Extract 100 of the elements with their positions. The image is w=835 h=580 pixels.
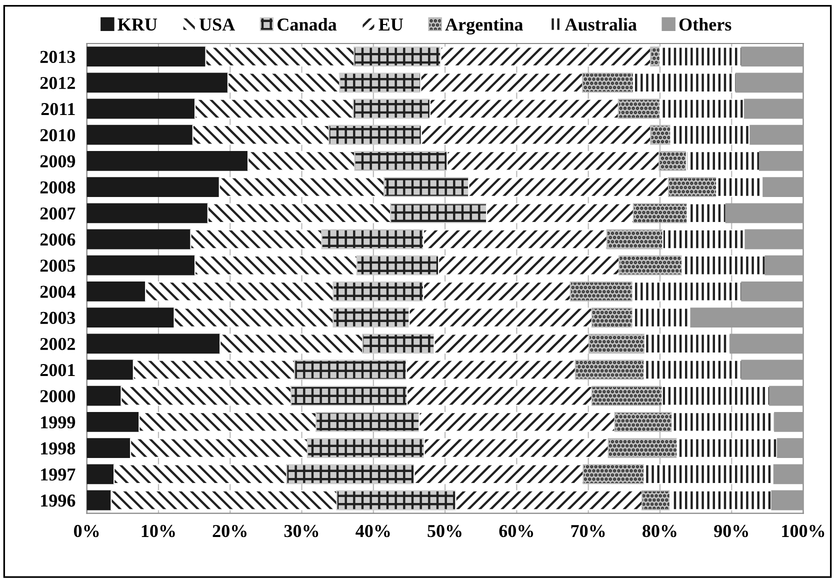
bar [362,334,435,354]
y-tick-label: 2010 [40,129,76,142]
bar [769,386,804,406]
bar [332,308,410,328]
bar [384,177,470,197]
bar [725,203,804,224]
bar [446,151,660,171]
bar [286,464,415,484]
bar [764,255,804,276]
y-tick-label: 2003 [40,312,76,324]
bar [408,308,592,328]
bar [669,490,772,510]
bar [227,72,340,93]
legend-label: USA [199,18,236,31]
bar [86,334,221,354]
bar [686,203,726,224]
bar [86,203,208,224]
bar [86,308,175,328]
bar [735,72,804,93]
x-tick-label: 80% [642,524,676,538]
bar [690,308,804,328]
bar [321,229,424,250]
x-tick-label: 40% [356,524,390,538]
bar [86,438,132,458]
y-tick-label: 2009 [40,155,76,168]
legend-label: Others [679,18,732,31]
bar [190,229,322,250]
y-tick-label: 2011 [41,103,75,116]
bar [776,438,804,458]
bar [662,386,770,406]
bar [773,464,804,484]
bar [332,282,424,302]
bar [86,151,249,171]
x-tick-label: 0% [74,524,99,538]
bar [686,151,760,171]
bar [414,464,584,484]
bar [423,282,571,302]
bar [132,360,296,380]
bar [774,412,804,432]
bar [86,412,140,432]
bar [86,124,194,145]
bar [356,255,440,276]
bar [618,98,661,119]
bar [247,151,356,171]
legend-label: KRU [118,18,158,31]
x-tick-label: 30% [284,524,318,538]
bar [86,386,122,406]
x-tick-label: 90% [714,524,748,538]
y-tick-label: 2000 [40,390,76,402]
bar [205,46,355,66]
bar [741,282,804,302]
bar [110,490,338,510]
bar [418,412,616,432]
bar [130,438,308,458]
bar [194,98,354,119]
bar [644,360,742,380]
x-tick-label: 60% [499,524,534,538]
bar [354,151,448,171]
bar [741,360,804,380]
bar [440,46,652,66]
bar [86,282,146,302]
y-tick-label: 2004 [40,286,76,298]
bar [672,412,776,432]
bar [591,308,634,328]
bar [744,229,804,250]
y-tick-label: 2006 [40,234,76,246]
bar [86,464,115,484]
y-tick-label: 2012 [40,76,75,90]
bar [682,255,766,276]
legend-label: Australia [564,18,637,31]
bar [420,124,652,145]
y-tick-label: 2013 [40,50,76,63]
bar [420,72,584,93]
bar [434,334,590,354]
bar [86,360,134,380]
bar [390,203,488,224]
bar [194,255,358,276]
bar [339,72,422,93]
bar [220,334,364,354]
x-tick-label: 10% [142,524,175,538]
y-tick-label: 2008 [40,181,76,194]
bar [406,360,576,380]
bar [486,203,634,224]
bar [316,412,420,432]
legend-label: Argentina [445,18,523,34]
bar [744,98,804,119]
bar [145,282,334,302]
bar [86,72,229,93]
y-tick-label: 2007 [40,207,76,220]
y-tick-label: 2002 [40,338,75,350]
bar [218,177,385,197]
bar [86,46,206,66]
bar [294,360,407,380]
y-tick-label: 2005 [40,260,76,272]
x-tick-label: 20% [212,524,246,538]
bar [306,438,425,458]
x-tick-label: 50% [428,524,462,538]
y-tick-label: 1998 [41,442,76,454]
bar [86,490,112,510]
bar [192,124,330,145]
